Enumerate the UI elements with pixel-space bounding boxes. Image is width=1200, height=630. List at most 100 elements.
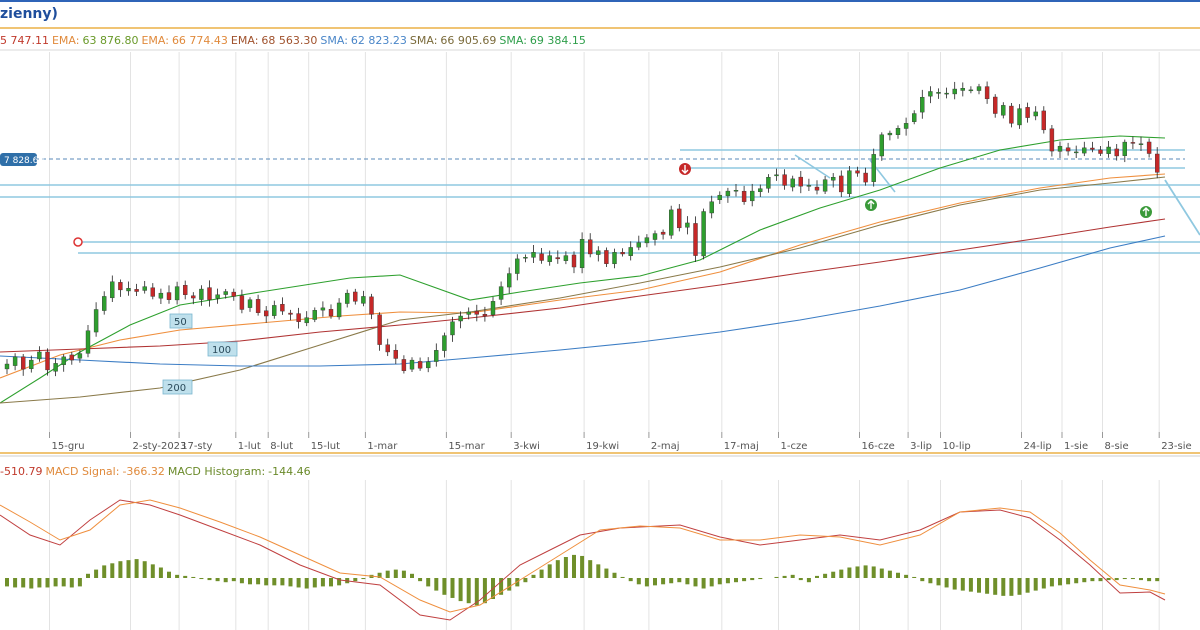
macd-histogram-bar <box>110 563 115 578</box>
macd-histogram-bar <box>960 578 965 591</box>
macd-histogram-bar <box>434 578 439 591</box>
macd-histogram-bar <box>636 578 641 585</box>
macd-histogram-bar <box>936 578 941 586</box>
candle <box>304 317 309 324</box>
macd-histogram-bar <box>717 578 722 585</box>
buy-arrow-icon-2 <box>1142 207 1150 216</box>
macd-histogram-bar <box>1122 578 1127 580</box>
macd-histogram-bar <box>482 578 487 604</box>
macd-histogram-bar <box>191 576 196 578</box>
macd-histogram-bar <box>134 559 139 578</box>
ma-legend-item-1: EMA: <box>51 34 80 47</box>
candle <box>409 359 415 370</box>
candle <box>984 86 990 100</box>
macd-histogram-bar <box>523 578 528 583</box>
macd-histogram-bar <box>312 578 317 588</box>
macd-histogram-bar <box>742 578 747 582</box>
macd-histogram-bar <box>539 569 544 578</box>
macd-histogram-bar <box>1041 578 1046 589</box>
macd-histogram-bar <box>264 578 269 586</box>
candle <box>77 353 83 359</box>
macd-histogram-bar <box>952 578 957 590</box>
macd-histogram-bar <box>53 578 58 587</box>
ma-label: 100 <box>212 345 231 356</box>
candle <box>620 252 625 255</box>
candle <box>336 302 342 318</box>
sell-arrow-icon <box>681 165 689 174</box>
candle <box>798 176 803 187</box>
candle <box>547 255 552 262</box>
macd-histogram-bar <box>1009 578 1014 596</box>
price-tag: 7 828.60 <box>4 156 44 166</box>
candle <box>774 174 779 177</box>
macd-histogram-bar <box>1155 578 1160 582</box>
macd-histogram-bar <box>1074 578 1079 584</box>
macd-histogram-bar <box>102 565 107 578</box>
candle <box>709 201 714 214</box>
chart-title: zienny) <box>0 6 58 22</box>
macd-histogram-bar <box>596 564 601 578</box>
x-tick-label: 8-lut <box>270 441 293 452</box>
candle <box>21 356 26 370</box>
sma-200-line <box>0 176 1166 404</box>
macd-legend: -510.79 MACD Signal: -366.32 MACD Histogram… <box>0 465 314 478</box>
ma-label: 200 <box>167 383 186 394</box>
macd-histogram-bar <box>272 578 277 586</box>
candle <box>247 299 253 308</box>
ma-legend-item-9: SMA: <box>409 34 438 47</box>
macd-histogram-bar <box>499 578 504 595</box>
candle <box>1065 147 1071 152</box>
candle <box>944 92 949 95</box>
macd-legend-item-3: MACD Histogram: <box>167 465 266 478</box>
candle <box>636 242 641 248</box>
macd-histogram-bar <box>183 575 188 578</box>
macd-histogram-bar <box>13 578 18 588</box>
macd-histogram-bar <box>353 578 358 582</box>
x-tick-label: 2-maj <box>651 441 680 452</box>
macd-histogram-bar <box>1114 578 1119 581</box>
candle <box>280 304 285 312</box>
candle <box>1090 147 1095 150</box>
candle <box>458 315 463 322</box>
macd-histogram-bar <box>709 578 714 587</box>
macd-histogram-bar <box>118 561 123 578</box>
candle <box>579 239 585 269</box>
candle <box>1146 141 1152 154</box>
macd-histogram-bar <box>5 578 9 587</box>
candle <box>644 237 650 244</box>
macd-histogram-bar <box>572 554 576 578</box>
macd-histogram-bar <box>693 578 698 587</box>
macd-histogram-bar <box>150 564 155 578</box>
candle <box>101 296 107 311</box>
candle <box>822 179 828 192</box>
macd-histogram-bar <box>831 571 836 578</box>
macd-histogram-bar <box>393 569 398 578</box>
candle <box>952 88 957 95</box>
macd-histogram-bar <box>620 576 625 578</box>
macd-legend-item-0: -510.79 <box>0 465 43 478</box>
candle <box>790 178 795 188</box>
macd-histogram-bar <box>418 578 423 582</box>
x-tick-label: 1-cze <box>781 441 808 452</box>
ma-label-box <box>207 341 238 357</box>
candle <box>377 314 382 345</box>
candle <box>490 301 496 315</box>
macd-histogram-bar <box>547 564 552 578</box>
macd-histogram-bar <box>215 578 220 582</box>
macd-histogram-bar <box>280 578 285 586</box>
macd-histogram-bar <box>167 571 171 578</box>
candle <box>345 292 350 304</box>
candle <box>855 170 860 174</box>
trend-arrow-line <box>1164 179 1200 236</box>
candle <box>936 92 941 94</box>
macd-histogram-bar <box>29 578 34 589</box>
candle <box>207 287 212 300</box>
macd-histogram-bar <box>377 572 382 578</box>
candle <box>255 299 261 313</box>
candle <box>507 273 512 288</box>
macd-histogram-bar <box>239 578 244 584</box>
macd-histogram-bar <box>199 578 204 580</box>
macd-histogram-bar <box>977 578 981 593</box>
candle <box>652 233 658 240</box>
sma-50-line <box>0 135 1166 404</box>
